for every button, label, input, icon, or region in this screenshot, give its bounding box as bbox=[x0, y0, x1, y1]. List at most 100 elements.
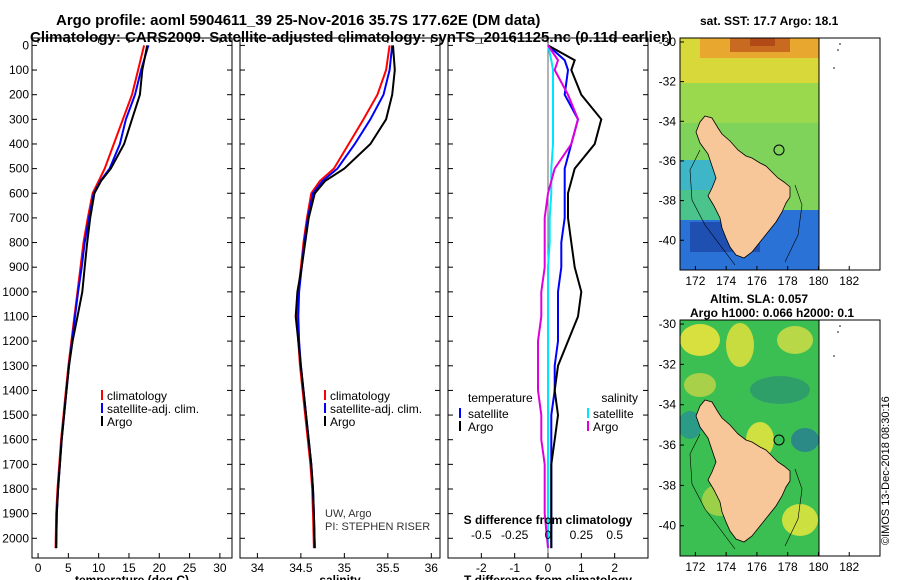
x-tick-label-2: -0.25 bbox=[501, 528, 529, 542]
x-tick-label: 35.5 bbox=[376, 561, 400, 575]
x-axis-label: T difference from climatology bbox=[464, 573, 632, 580]
map-x-tick-label: 174 bbox=[716, 274, 736, 288]
depth-tick-label: 100 bbox=[9, 63, 29, 77]
x-tick-label: 0 bbox=[35, 561, 42, 575]
series-line-salinity-satellite bbox=[547, 45, 554, 549]
depth-tick-label: 600 bbox=[9, 186, 29, 200]
map-y-tick-label: -38 bbox=[659, 478, 677, 492]
map-x-tick-label: 178 bbox=[778, 560, 798, 574]
sst-map: 172 174 176 178 180 182 -30 -32 -34 -36 -38 -40 bbox=[659, 35, 881, 288]
series-line-salinity-argo bbox=[537, 44, 580, 549]
depth-tick-label: 1600 bbox=[2, 433, 29, 447]
x-tick-label: -1 bbox=[509, 561, 520, 575]
depth-tick-label: 1500 bbox=[2, 408, 29, 422]
map-y-tick-label: -30 bbox=[659, 35, 677, 49]
map-x-tick-label: 172 bbox=[685, 560, 705, 574]
map-x-tick-label: 180 bbox=[808, 274, 828, 288]
legend-label: satellite bbox=[593, 407, 634, 421]
depth-tick-label: 300 bbox=[9, 112, 29, 126]
x-tick-label: 2 bbox=[611, 561, 618, 575]
plot-frame bbox=[31, 37, 233, 559]
map-x-tick-label: 172 bbox=[685, 274, 705, 288]
map-y-tick-label: -32 bbox=[659, 75, 677, 89]
depth-tick-label: 0 bbox=[22, 38, 29, 52]
series-line-temperature-satellite bbox=[547, 44, 580, 549]
x-tick-label-2: 0 bbox=[545, 528, 552, 542]
sla-map: 172 174 176 178 180 182 -30 -32 -34 -36 -38 -40 bbox=[659, 317, 881, 574]
map-x-tick-label: 178 bbox=[778, 274, 798, 288]
x-tick-label: 36 bbox=[425, 561, 439, 575]
map-y-tick-label: -30 bbox=[659, 317, 677, 331]
depth-tick-label: 1700 bbox=[2, 457, 29, 471]
x-tick-label: 34 bbox=[251, 561, 265, 575]
sla-land bbox=[695, 399, 791, 543]
x-tick-label: 25 bbox=[183, 561, 197, 575]
depth-tick-label: 800 bbox=[9, 236, 29, 250]
map-y-tick-label: -38 bbox=[659, 194, 677, 208]
x-tick-label-2: 0.25 bbox=[570, 528, 594, 542]
map-x-tick-label: 182 bbox=[839, 560, 859, 574]
depth-tick-label: 500 bbox=[9, 162, 29, 176]
sla-map-title-1: Altim. SLA: 0.057 bbox=[710, 292, 809, 306]
map-y-tick-label: -36 bbox=[659, 154, 677, 168]
imos-stamp: ©IMOS 13-Dec-2018 08:30:16 bbox=[880, 396, 892, 545]
map-y-tick-label: -40 bbox=[659, 233, 677, 247]
series-line-argo bbox=[55, 45, 149, 549]
depth-tick-label: 1200 bbox=[2, 334, 29, 348]
series-line-temperature-argo bbox=[547, 44, 603, 549]
legend-label: Argo bbox=[330, 415, 356, 429]
legend-label: Argo bbox=[468, 420, 494, 434]
difference-panel: -2 -1 0 1 2T difference from climatology temp… bbox=[447, 37, 649, 580]
x-axis-label-2: S difference from climatology bbox=[464, 513, 633, 527]
x-axis-label: salinity bbox=[319, 573, 361, 580]
legend-title: salinity bbox=[601, 391, 638, 405]
sst-map-title: sat. SST: 17.7 Argo: 18.1 bbox=[700, 14, 839, 28]
map-x-tick-label: 182 bbox=[839, 274, 859, 288]
depth-tick-label: 200 bbox=[9, 88, 29, 102]
map-y-tick-label: -34 bbox=[659, 114, 677, 128]
depth-tick-label: 400 bbox=[9, 137, 29, 151]
legend-label: satellite-adj. clim. bbox=[107, 402, 199, 416]
annotation-text: PI: STEPHEN RISER bbox=[325, 521, 430, 533]
title-line1: Argo profile: aoml 5904611_39 25-Nov-201… bbox=[56, 12, 541, 29]
annotation-text: UW, Argo bbox=[325, 508, 371, 520]
legend-title: temperature bbox=[468, 391, 533, 405]
series-line-argo bbox=[294, 45, 396, 549]
map-x-tick-label: 180 bbox=[808, 560, 828, 574]
legend-label: Argo bbox=[107, 415, 133, 429]
x-tick-label: 5 bbox=[65, 561, 72, 575]
x-tick-label: 20 bbox=[153, 561, 167, 575]
depth-tick-label: 900 bbox=[9, 260, 29, 274]
x-tick-label: 15 bbox=[122, 561, 136, 575]
depth-tick-label: 1100 bbox=[3, 309, 29, 323]
legend-label: satellite-adj. clim. bbox=[330, 402, 422, 416]
legend-label: Argo bbox=[593, 420, 619, 434]
x-tick-label: 1 bbox=[578, 561, 585, 575]
map-y-tick-label: -32 bbox=[659, 357, 677, 371]
depth-tick-label: 1900 bbox=[2, 507, 29, 521]
x-tick-label-2: 0.5 bbox=[606, 528, 623, 542]
salinity-panel: 34 34.5 35 35.5 36 salinity climatologysatelli… bbox=[239, 37, 441, 580]
temperature-panel: 0100200300400500600700800900100011001200… bbox=[2, 37, 233, 580]
map-x-tick-label: 176 bbox=[747, 274, 767, 288]
legend-label: climatology bbox=[107, 389, 167, 403]
x-axis-label: temperature (deg C) bbox=[75, 573, 189, 580]
depth-tick-label: 1000 bbox=[2, 285, 29, 299]
sst-float-marker bbox=[773, 144, 785, 156]
x-tick-label: 34.5 bbox=[289, 561, 313, 575]
depth-tick-label: 1300 bbox=[2, 359, 29, 373]
sst-land bbox=[695, 115, 791, 259]
map-x-tick-label: 176 bbox=[747, 560, 767, 574]
depth-tick-label: 2000 bbox=[2, 531, 29, 545]
x-tick-label: 10 bbox=[92, 561, 106, 575]
x-tick-label: 0 bbox=[545, 561, 552, 575]
x-tick-label-2: -0.5 bbox=[471, 528, 492, 542]
x-tick-label: 30 bbox=[213, 561, 227, 575]
legend-label: satellite bbox=[468, 407, 509, 421]
map-x-tick-label: 174 bbox=[716, 560, 736, 574]
sla-float-marker bbox=[773, 434, 785, 446]
depth-tick-label: 1800 bbox=[2, 482, 29, 496]
map-y-tick-label: -40 bbox=[659, 519, 677, 533]
sla-map-title-2: Argo h1000: 0.066 h2000: 0.1 bbox=[690, 306, 855, 320]
